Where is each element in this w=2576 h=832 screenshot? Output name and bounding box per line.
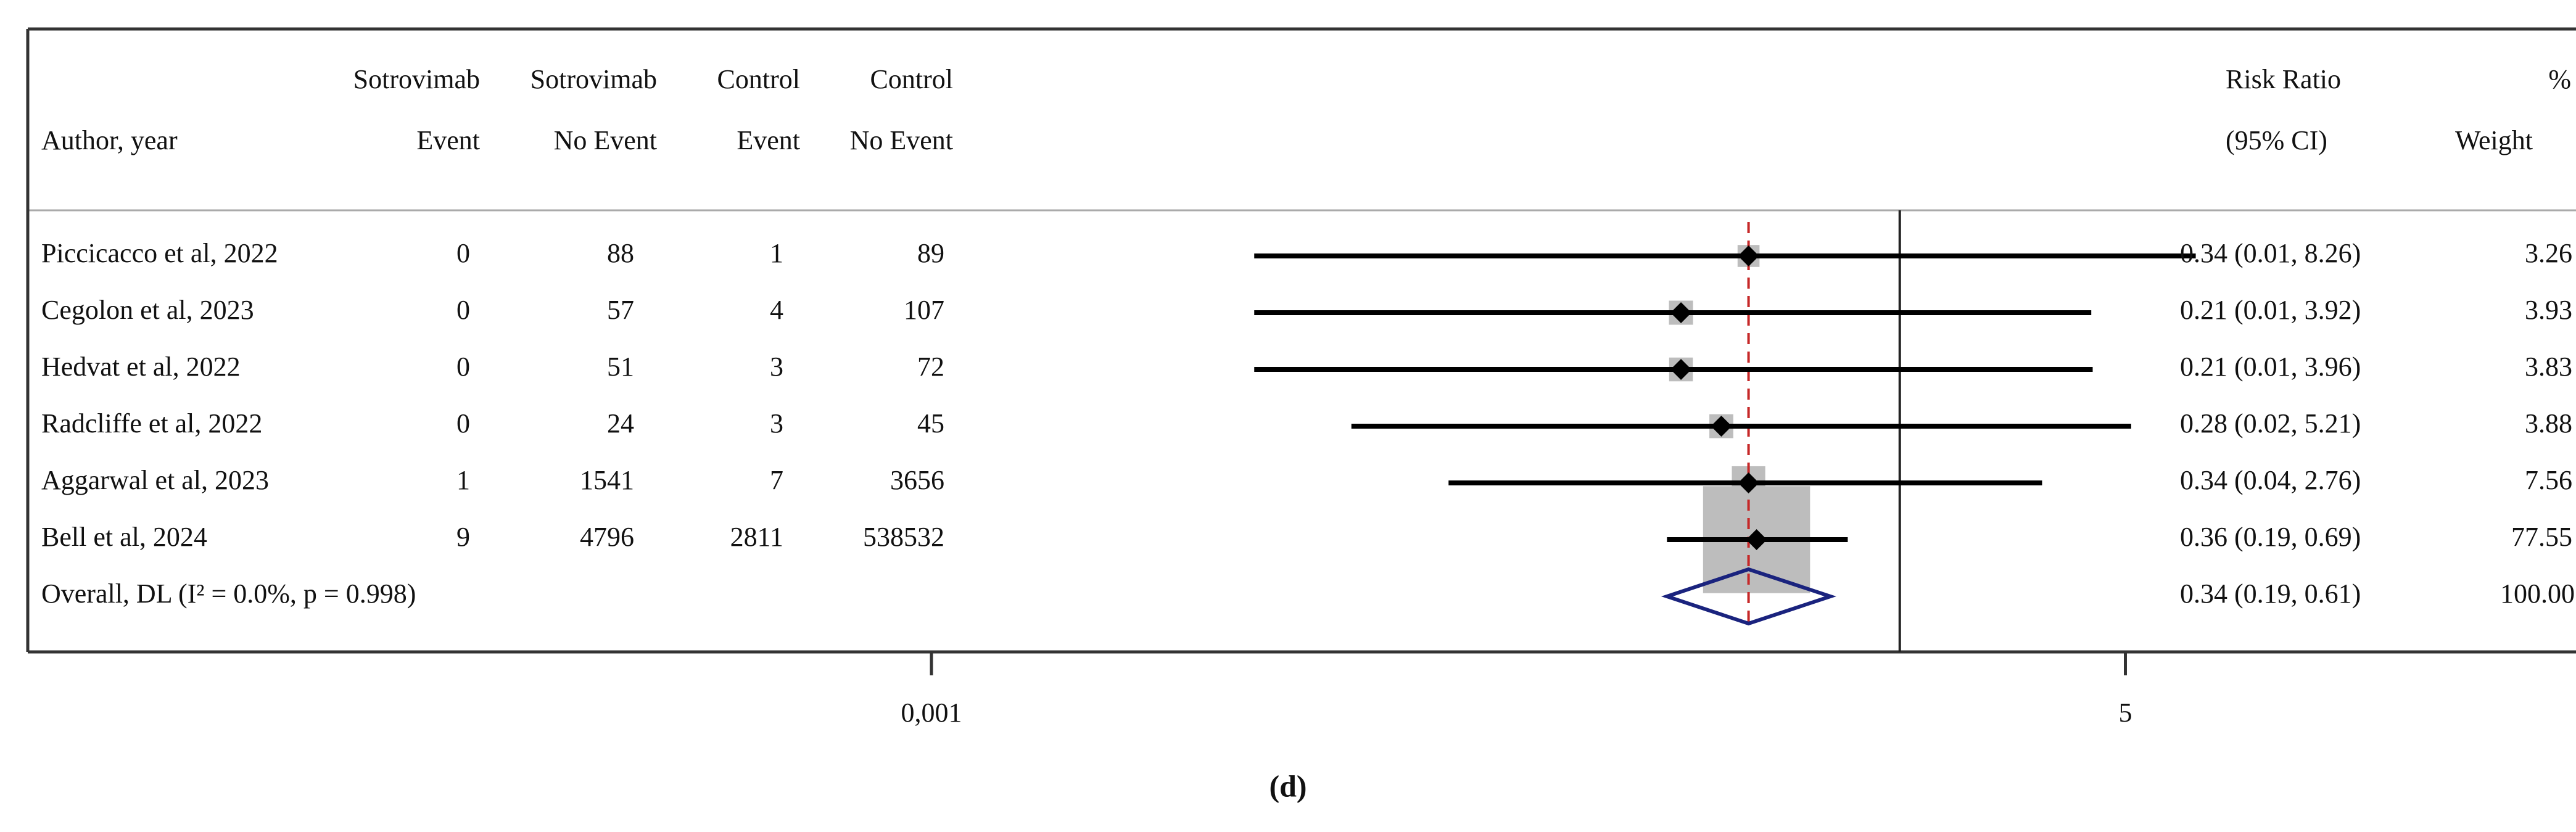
overall-label: Overall, DL (I² = 0.0%, p = 0.998): [41, 579, 416, 609]
study-name: Piccicacco et al, 2022: [41, 238, 278, 268]
weight-header: %: [2548, 64, 2571, 94]
column-header: Sotrovimab: [530, 64, 657, 94]
point-estimate: [1670, 302, 1692, 323]
count: 24: [607, 408, 634, 439]
study-name: Bell et al, 2024: [41, 522, 207, 552]
ci-label: 0.21 (0.01, 3.96): [2180, 352, 2361, 382]
weight-label: 3.93: [2525, 295, 2572, 325]
weight-label: 100.00: [2500, 579, 2575, 609]
weight-label: 3.26: [2525, 238, 2572, 268]
count: 51: [607, 352, 634, 382]
weight-label: 77.55: [2511, 522, 2572, 552]
count: 0: [456, 295, 470, 325]
study-name: Hedvat et al, 2022: [41, 352, 241, 382]
ci-label: 0.34 (0.19, 0.61): [2180, 579, 2361, 609]
point-estimate: [1746, 529, 1767, 550]
count: 0: [456, 352, 470, 382]
x-tick-label: 0,001: [901, 698, 962, 728]
weight-label: 3.83: [2525, 352, 2572, 382]
count: 538532: [863, 522, 944, 552]
weight-label: 7.56: [2525, 465, 2572, 495]
column-header: Control: [870, 64, 953, 94]
count: 1541: [580, 465, 634, 495]
author-header: Author, year: [41, 125, 178, 155]
count: 45: [917, 408, 944, 439]
study-name: Aggarwal et al, 2023: [41, 465, 269, 495]
point-estimate: [1738, 472, 1759, 493]
count: 1: [456, 465, 470, 495]
effect-header: Risk Ratio: [2226, 64, 2341, 94]
column-header: No Event: [850, 125, 953, 155]
count: 9: [456, 522, 470, 552]
study-name: Radcliffe et al, 2022: [41, 408, 262, 439]
point-estimate: [1711, 416, 1732, 437]
column-header: Sotrovimab: [353, 64, 480, 94]
count: 1: [770, 238, 783, 268]
column-header: No Event: [554, 125, 657, 155]
count: 2811: [730, 522, 783, 552]
ci-label: 0.28 (0.02, 5.21): [2180, 408, 2361, 439]
count: 4: [770, 295, 783, 325]
count: 3656: [890, 465, 944, 495]
count: 0: [456, 238, 470, 268]
count: 72: [917, 352, 944, 382]
overall-diamond: [1661, 567, 1836, 626]
count: 3: [770, 408, 783, 439]
count: 89: [917, 238, 944, 268]
column-header: Event: [737, 125, 800, 155]
weight-label: 3.88: [2525, 408, 2572, 439]
count: 3: [770, 352, 783, 382]
count: 4796: [580, 522, 634, 552]
caption: (d): [1269, 768, 1307, 803]
effect-header: (95% CI): [2226, 125, 2327, 155]
weight-header: Weight: [2455, 125, 2533, 155]
ci-label: 0.36 (0.19, 0.69): [2180, 522, 2361, 552]
count: 57: [607, 295, 634, 325]
point-estimate: [1670, 359, 1692, 380]
x-tick-label: 5: [2118, 698, 2132, 728]
point-estimate: [1738, 245, 1759, 266]
column-header: Control: [717, 64, 800, 94]
study-name: Cegolon et al, 2023: [41, 295, 254, 325]
count: 88: [607, 238, 634, 268]
count: 7: [770, 465, 783, 495]
ci-label: 0.34 (0.01, 8.26): [2180, 238, 2361, 268]
column-header: Event: [416, 125, 480, 155]
count: 0: [456, 408, 470, 439]
count: 107: [904, 295, 944, 325]
ci-label: 0.34 (0.04, 2.76): [2180, 465, 2361, 495]
ci-label: 0.21 (0.01, 3.92): [2180, 295, 2361, 325]
